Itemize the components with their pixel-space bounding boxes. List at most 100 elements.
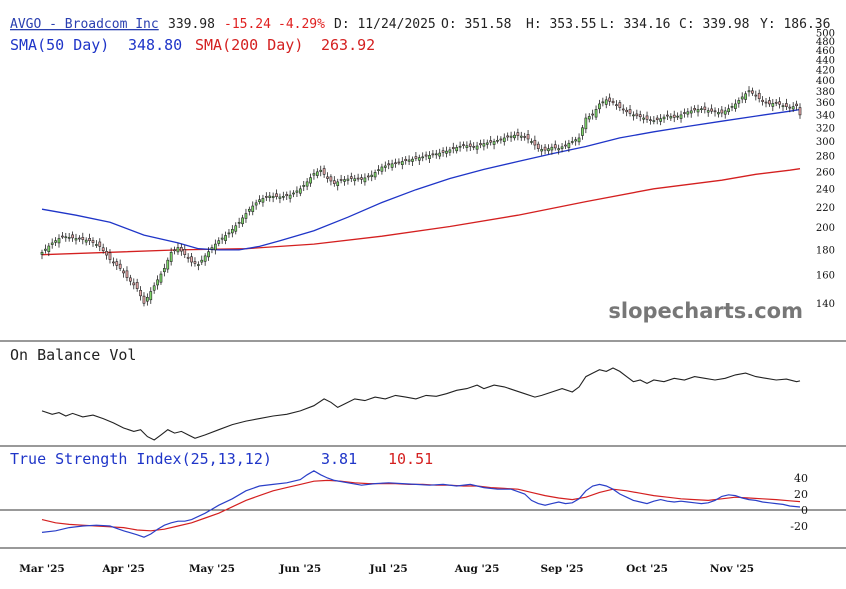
- candle-body: [411, 158, 414, 162]
- candle-body: [353, 178, 357, 182]
- candle: [475, 141, 479, 154]
- candle-body: [615, 104, 618, 106]
- candle: [536, 141, 540, 152]
- candle-body: [105, 251, 108, 256]
- candle: [336, 178, 340, 191]
- candle-body: [584, 117, 588, 130]
- candle-body: [465, 145, 469, 148]
- price-tick-label: 300: [816, 137, 835, 148]
- candle-body: [360, 177, 363, 180]
- candle: [632, 111, 635, 121]
- candle: [496, 135, 499, 144]
- candle-body: [129, 277, 132, 282]
- candle: [67, 232, 71, 242]
- candle-body: [448, 149, 452, 153]
- price-tick-label: 400: [816, 76, 835, 87]
- candle-body: [662, 116, 666, 120]
- candle: [71, 231, 74, 242]
- candle: [91, 237, 95, 247]
- candle-body: [533, 139, 537, 146]
- close-value: C: 339.98: [679, 17, 749, 32]
- candle: [635, 109, 639, 119]
- candle-body: [54, 240, 57, 243]
- candle: [322, 165, 326, 178]
- candle: [451, 142, 455, 154]
- candle-body: [621, 108, 625, 111]
- candle: [366, 173, 370, 181]
- candle: [492, 138, 496, 150]
- price-tick-label: 140: [816, 299, 835, 310]
- sma200-label: SMA(200 Day): [195, 36, 303, 54]
- candle: [112, 257, 115, 267]
- candle: [125, 266, 129, 282]
- price-change: -15.24: [224, 17, 271, 32]
- candle: [795, 100, 798, 111]
- candle: [652, 116, 656, 125]
- candle-body: [61, 235, 64, 238]
- open-value: O: 351.58: [441, 17, 511, 32]
- candle-body: [315, 171, 319, 176]
- candle-body: [594, 109, 598, 118]
- candle-body: [237, 221, 241, 224]
- candle-body: [125, 270, 129, 278]
- candle: [689, 106, 693, 118]
- candle-body: [543, 146, 547, 151]
- candle-body: [78, 237, 81, 240]
- candle: [180, 243, 183, 256]
- obv-title: On Balance Vol: [10, 346, 136, 364]
- price-tick-label: 260: [816, 167, 835, 178]
- candle-body: [526, 134, 530, 140]
- candle: [645, 111, 649, 123]
- candle: [479, 139, 482, 149]
- candle: [506, 132, 510, 141]
- candle-body: [67, 237, 71, 239]
- candle-body: [163, 268, 166, 273]
- candle: [751, 87, 754, 96]
- candle: [101, 243, 105, 254]
- candle: [649, 116, 652, 125]
- candle: [275, 189, 278, 200]
- candle-body: [135, 282, 139, 289]
- candle-body: [672, 114, 676, 118]
- candle: [717, 108, 720, 118]
- candle-body: [312, 173, 316, 176]
- candle: [254, 199, 258, 210]
- price-tick-label: 420: [816, 66, 835, 77]
- tsi-axis: -20 0 20 40: [0, 472, 846, 533]
- obv-marks: [41, 367, 801, 441]
- candle: [312, 169, 316, 180]
- tsi-signal-value: 10.51: [388, 450, 433, 468]
- candle-body: [645, 115, 649, 120]
- candle-body: [397, 161, 401, 164]
- candle: [400, 157, 404, 170]
- candle: [628, 105, 632, 117]
- candle: [601, 97, 605, 107]
- candle-body: [438, 152, 442, 157]
- candle: [98, 238, 102, 252]
- candle: [146, 293, 149, 306]
- candle-body: [169, 251, 173, 262]
- candle-body: [720, 109, 724, 114]
- candle-body: [689, 110, 693, 114]
- price-tick-label: 200: [816, 223, 835, 234]
- candle: [95, 240, 98, 248]
- candle-body: [305, 181, 309, 187]
- candle: [543, 144, 547, 155]
- candle: [183, 245, 187, 259]
- candle-body: [713, 110, 717, 113]
- symbol-link[interactable]: AVGO - Broadcom Inc: [10, 17, 159, 32]
- candle-body: [747, 90, 751, 93]
- candle: [754, 90, 758, 101]
- candle: [672, 110, 676, 123]
- candle: [570, 136, 574, 145]
- candle-body: [251, 205, 255, 212]
- candle: [710, 104, 713, 114]
- price-tick-label: 460: [816, 46, 835, 57]
- candle-body: [275, 193, 278, 197]
- candle: [774, 98, 778, 107]
- candle: [618, 100, 622, 112]
- candle-body: [564, 144, 567, 147]
- candle: [159, 271, 163, 285]
- candle: [785, 98, 788, 110]
- candle-body: [302, 185, 306, 187]
